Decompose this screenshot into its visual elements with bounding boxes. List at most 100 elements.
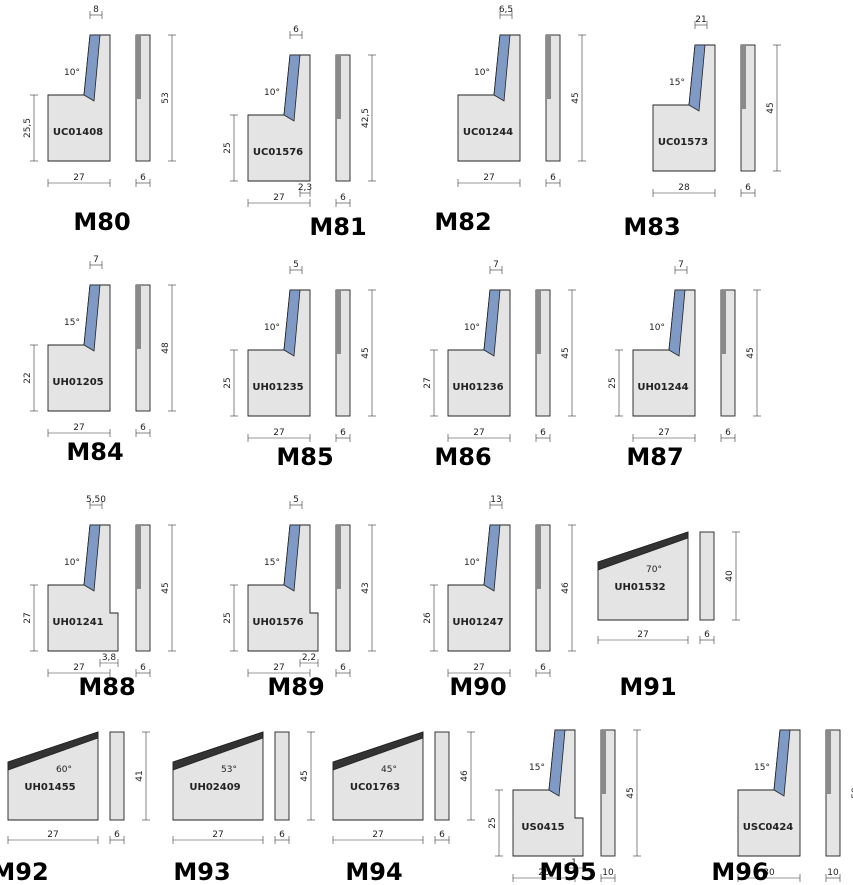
dimension-label: 27 (473, 428, 484, 438)
angle-label: 10° (264, 323, 280, 333)
dimension-label: 30 (763, 868, 775, 878)
side-view-insert (136, 525, 141, 589)
side-view-insert (536, 290, 541, 354)
tool-body (652, 44, 716, 172)
dimension-label: 50 (851, 787, 853, 799)
tool-code: UH01235 (252, 382, 303, 393)
carbide-blade (483, 524, 501, 592)
dimension-label: 27 (23, 612, 33, 623)
dimension-label: 21 (695, 15, 706, 25)
dimension-label: 27 (212, 830, 223, 840)
dimension-label: 25 (223, 142, 233, 153)
carbide-blade (773, 729, 791, 797)
carbide-blade (548, 729, 566, 797)
tool-body (447, 289, 511, 417)
tool-body (247, 54, 311, 182)
dimension-label: 6 (745, 183, 751, 193)
tool-model-label: M82 (434, 208, 491, 236)
side-view-insert (336, 525, 341, 589)
dimension-label: 6 (340, 663, 346, 673)
dimension-label: 2,3 (298, 183, 312, 193)
dimension-label: 27 (73, 173, 84, 183)
dimension-label: 27 (73, 663, 84, 673)
dimension-label: 7 (93, 255, 99, 265)
dimension-label: 53 (161, 92, 171, 103)
dimension-label: 6 (279, 830, 285, 840)
tool-model-label: M95 (539, 858, 596, 885)
tool-body (47, 524, 119, 652)
dimension-label: 6 (340, 428, 346, 438)
angle-label: 15° (754, 763, 770, 773)
tool-body (512, 729, 584, 857)
tool-body (457, 34, 521, 162)
tool-body (172, 731, 264, 821)
angle-label: 10° (649, 323, 665, 333)
side-view (274, 731, 290, 821)
tool-model-label: M87 (626, 443, 683, 471)
dimension-label: 25 (488, 817, 498, 828)
tool-code: UC01408 (53, 127, 103, 138)
dimension-label: 5 (293, 260, 299, 270)
dimension-label: 27 (273, 428, 284, 438)
side-view-insert (601, 730, 606, 794)
tool-model-label: M80 (73, 208, 130, 236)
tool-m80: UC01408 27 8 25,5 10° 53 6 M80 (23, 5, 176, 236)
dimension-label: 45 (361, 347, 371, 358)
tool-m89: UH01576 27 5 25 15° 43 6 2,2 M89 (223, 495, 376, 701)
tool-m87: UH01244 27 7 25 10° 45 6 M87 (608, 260, 761, 471)
carbide-blade (332, 731, 424, 771)
dimension-label: 6 (140, 173, 146, 183)
side-view-insert (741, 45, 746, 109)
carbide-blade (283, 289, 301, 357)
side-view-insert (336, 290, 341, 354)
dimension-label: 10 (602, 868, 614, 878)
carbide-blade (172, 731, 264, 771)
dimension-label: 6 (340, 193, 346, 203)
dimension-label: 7 (493, 260, 499, 270)
tool-model-label: M94 (345, 858, 402, 885)
angle-label: 15° (264, 558, 280, 568)
tool-model-label: M81 (309, 213, 366, 241)
tool-code: UH02409 (189, 782, 240, 793)
tool-model-label: M84 (66, 438, 123, 466)
tool-m86: UH01236 27 7 27 10° 45 6 M86 (423, 260, 576, 471)
dimension-label: 25 (223, 612, 233, 623)
dimension-label: 46 (561, 582, 571, 594)
angle-label: 15° (669, 78, 685, 88)
dimension-label: 8 (93, 5, 99, 15)
carbide-blade (493, 34, 511, 102)
dimension-label: 27 (473, 663, 484, 673)
dimension-label: 43 (361, 582, 371, 593)
dimension-label: 27 (273, 663, 284, 673)
dimension-label: 5 (293, 495, 299, 505)
tool-code: USC0424 (743, 822, 794, 833)
tool-m92: UH01455 60° 27 41 6 M92 (0, 731, 150, 885)
carbide-blade (283, 54, 301, 122)
dimension-label: 6,5 (499, 5, 513, 15)
tool-m94: UC01763 45° 27 46 6 M94 (332, 731, 475, 885)
side-view-insert (136, 285, 141, 349)
tool-code: UC01244 (463, 127, 513, 138)
dimension-label: 6 (540, 428, 546, 438)
carbide-blade (688, 44, 706, 112)
dimension-label: 27 (637, 630, 648, 640)
side-view-insert (826, 730, 831, 794)
tool-body (7, 731, 99, 821)
dimension-label: 6 (725, 428, 731, 438)
tool-model-label: M90 (449, 673, 506, 701)
dimension-label: 26 (423, 612, 433, 624)
dimension-label: 27 (47, 830, 58, 840)
dimension-label: 27 (372, 830, 383, 840)
tool-m88: UH01241 27 5,50 27 10° 45 6 3,8 M88 (23, 495, 176, 701)
tool-body (247, 524, 319, 652)
tool-model-label: M93 (173, 858, 230, 885)
dimension-label: 3,8 (102, 653, 117, 663)
tool-m93: UH02409 53° 27 45 6 M93 (172, 731, 315, 885)
tool-body (597, 531, 689, 621)
side-view-insert (546, 35, 551, 99)
carbide-blade (83, 524, 101, 592)
tool-code: UH01241 (52, 617, 103, 628)
side-view (434, 731, 450, 821)
